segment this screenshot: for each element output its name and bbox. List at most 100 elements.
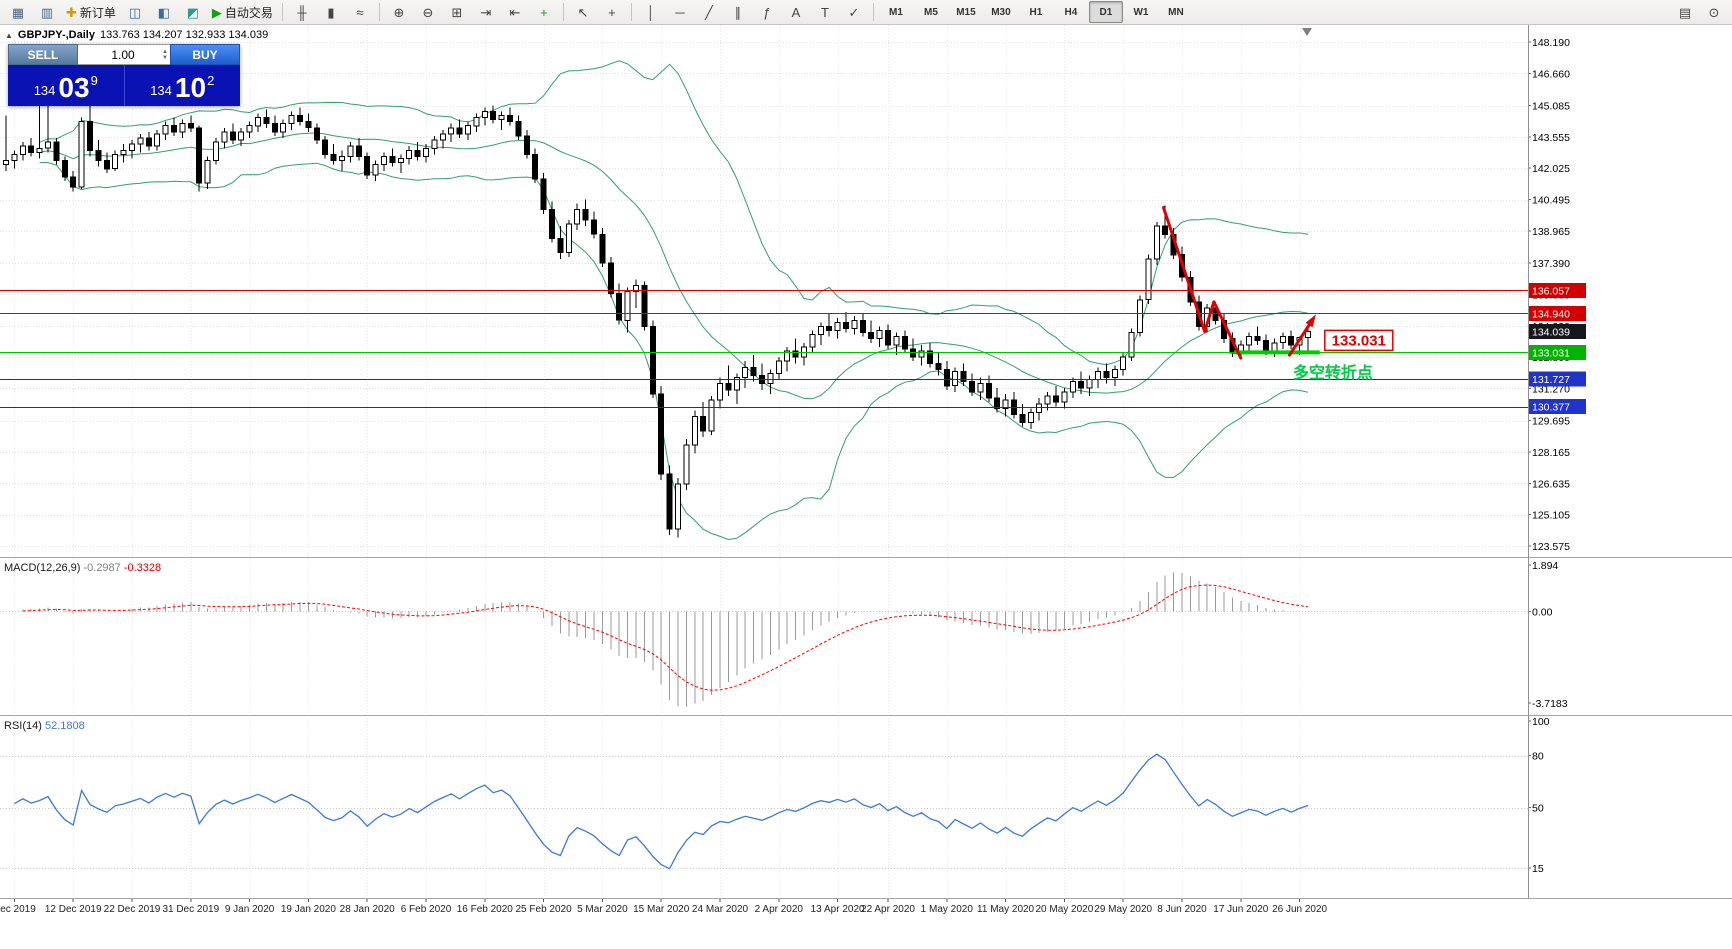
candle xyxy=(994,397,1001,409)
candle xyxy=(87,121,93,151)
new-chart-button[interactable]: ▦ xyxy=(4,1,32,23)
trend-annotations[interactable]: 133.031 多空转折点 xyxy=(1162,28,1394,382)
bollinger-middle-band xyxy=(39,132,1309,400)
date-label: 5 Mar 2020 xyxy=(577,904,628,915)
lot-spinner[interactable]: ▲ ▼ xyxy=(162,49,168,61)
candle xyxy=(1271,342,1278,352)
market-watch-icon: ◫ xyxy=(128,4,142,20)
candle xyxy=(448,127,455,135)
profiles-button[interactable]: ▥ xyxy=(33,1,61,23)
one-click-collapse-icon[interactable]: ▲ xyxy=(5,30,13,40)
channel-button[interactable]: ∥ xyxy=(724,1,752,23)
add-indicator-icon: + xyxy=(540,4,548,20)
navigator-button[interactable]: ◩ xyxy=(179,1,207,23)
up-arrow[interactable] xyxy=(1288,318,1314,357)
candle xyxy=(1069,381,1076,393)
candle xyxy=(969,381,975,393)
spin-down-icon[interactable]: ▼ xyxy=(162,54,168,61)
candle xyxy=(439,133,446,141)
timeframe-h4-button-label: H4 xyxy=(1064,6,1078,18)
candlestick-chart-button[interactable]: ▮ xyxy=(317,1,345,23)
price-marker xyxy=(1528,324,1586,340)
price-marker xyxy=(1528,282,1586,298)
trendline-button[interactable]: ╱ xyxy=(695,1,723,23)
candle xyxy=(1019,413,1026,424)
candle xyxy=(187,123,194,129)
navigator-icon: ◩ xyxy=(186,4,200,20)
date-label: 6 Feb 2020 xyxy=(401,904,452,915)
candle xyxy=(1145,258,1152,301)
new-order-button[interactable]: ✚ 新订单 xyxy=(62,1,120,23)
autotrading-button[interactable]: ▶ 自动交易 xyxy=(208,1,277,23)
timeframe-mn-button[interactable]: MN xyxy=(1159,1,1193,23)
print-preview-button[interactable]: ⊙ xyxy=(1700,1,1728,23)
fibonacci-button[interactable]: ƒ xyxy=(753,1,781,23)
text-button[interactable]: A xyxy=(782,1,810,23)
data-window-button[interactable]: ◧ xyxy=(150,1,178,23)
vertical-line-button[interactable]: │ xyxy=(637,1,665,23)
candle xyxy=(339,156,345,162)
price-callout-box[interactable] xyxy=(1324,329,1394,352)
auto-scroll-button[interactable]: ⇥ xyxy=(472,1,500,23)
auto-scroll-icon: ⇥ xyxy=(480,4,492,20)
bar-chart-button[interactable]: ╫ xyxy=(288,1,316,23)
price-scale-label: 138.965 xyxy=(1532,226,1570,238)
text-icon: A xyxy=(791,4,801,20)
candle xyxy=(616,293,623,321)
arrows-button[interactable]: ✓ xyxy=(840,1,868,23)
lot-size-value[interactable]: 1.00 xyxy=(111,47,135,62)
zoom-out-button[interactable]: ⊖ xyxy=(414,1,442,23)
candle xyxy=(414,149,421,157)
timeframe-m30-button-label: M30 xyxy=(991,6,1011,18)
candle xyxy=(1111,368,1118,379)
timeframe-m5-button[interactable]: M5 xyxy=(914,1,948,23)
toolbar-separator xyxy=(872,3,874,21)
candle xyxy=(927,350,933,364)
chart-shift-button[interactable]: ⇤ xyxy=(501,1,529,23)
candle xyxy=(246,125,253,133)
printer-button[interactable]: ▤ xyxy=(1671,1,1699,23)
timeframe-m1-button[interactable]: M1 xyxy=(879,1,913,23)
label-button[interactable]: T xyxy=(811,1,839,23)
one-click-controls-row: SELL 1.00 ▲ ▼ BUY xyxy=(8,44,240,65)
candle xyxy=(229,131,236,141)
chart-grid xyxy=(0,25,1528,898)
data-window-icon: ◧ xyxy=(157,4,171,20)
timeframe-h1-button[interactable]: H1 xyxy=(1019,1,1053,23)
crosshair-button[interactable]: + xyxy=(598,1,626,23)
buy-button[interactable]: BUY xyxy=(170,44,240,65)
date-label: 8 Jun 2020 xyxy=(1157,904,1207,915)
candle xyxy=(431,139,438,149)
date-label: 25 Feb 2020 xyxy=(516,904,573,915)
timeframe-m15-button[interactable]: M15 xyxy=(949,1,983,23)
sell-price-display[interactable]: 134 03 9 xyxy=(8,65,125,106)
add-indicator-button[interactable]: + xyxy=(530,1,558,23)
lot-size-field[interactable]: 1.00 ▲ ▼ xyxy=(78,44,170,65)
printer-icon: ▤ xyxy=(1678,4,1692,20)
timeframe-m30-button[interactable]: M30 xyxy=(984,1,1018,23)
cursor-button[interactable]: ↖ xyxy=(569,1,597,23)
chart-shift-marker[interactable] xyxy=(1302,28,1312,36)
sell-button[interactable]: SELL xyxy=(8,44,78,65)
bollinger-upper-band xyxy=(39,60,1309,366)
spin-up-icon[interactable]: ▲ xyxy=(162,48,168,55)
tile-windows-button[interactable]: ⊞ xyxy=(443,1,471,23)
candlestick-chart-icon: ▮ xyxy=(327,4,335,20)
timeframe-d1-button[interactable]: D1 xyxy=(1088,1,1123,23)
timeframe-w1-button[interactable]: W1 xyxy=(1124,1,1158,23)
zigzag-trendline[interactable] xyxy=(1162,206,1243,360)
candle xyxy=(725,383,732,391)
new-order-icon: ✚ xyxy=(66,4,77,20)
market-watch-button[interactable]: ◫ xyxy=(121,1,149,23)
buy-price-display[interactable]: 134 10 2 xyxy=(125,65,241,106)
profiles-icon: ▥ xyxy=(40,4,54,20)
candle xyxy=(952,370,959,387)
line-chart-button[interactable]: ≈ xyxy=(346,1,374,23)
zoom-in-button[interactable]: ⊕ xyxy=(385,1,413,23)
date-label: 2 Apr 2020 xyxy=(755,904,804,915)
date-label: 28 Jan 2020 xyxy=(340,904,395,915)
timeframe-h4-button[interactable]: H4 xyxy=(1054,1,1088,23)
horizontal-line-button[interactable]: ─ xyxy=(666,1,694,23)
candle xyxy=(826,325,833,331)
